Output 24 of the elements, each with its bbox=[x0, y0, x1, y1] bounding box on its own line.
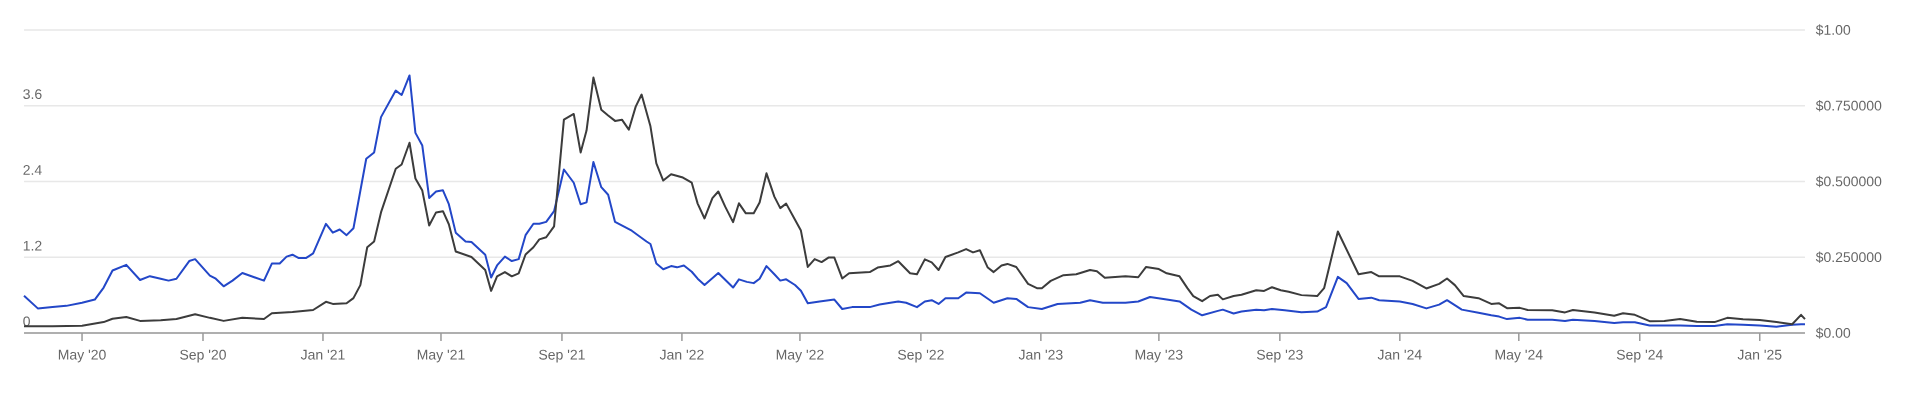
y2-tick-label: $0.00 bbox=[1815, 327, 1851, 339]
x-tick-label: May '24 bbox=[1495, 349, 1543, 363]
y2-tick-label: $0.750000 bbox=[1815, 100, 1882, 112]
y-tick-label: 1.2 bbox=[23, 240, 42, 251]
x-tick-label: Jan '21 bbox=[300, 349, 345, 360]
x-tick-label: Sep '21 bbox=[539, 349, 585, 363]
y-tick-label: 2.4 bbox=[23, 165, 42, 175]
y2-tick-label: $0.250000 bbox=[1815, 251, 1882, 263]
x-tick-label: May '22 bbox=[776, 349, 824, 363]
x-tick-label: May '23 bbox=[1135, 349, 1183, 363]
x-tick-label: Jan '23 bbox=[1018, 349, 1063, 360]
x-tick-label: Jan '25 bbox=[1737, 349, 1782, 360]
y-tick-label: 0 bbox=[23, 316, 30, 327]
x-tick-label: Sep '24 bbox=[1616, 349, 1663, 363]
y2-tick-label: $0.500000 bbox=[1815, 175, 1882, 188]
y-tick-label: 3.6 bbox=[23, 89, 42, 100]
x-tick-label: Sep '22 bbox=[898, 349, 944, 363]
x-tick-label: Jan '22 bbox=[659, 349, 704, 360]
x-tick-label: Sep '23 bbox=[1256, 349, 1303, 363]
x-tick-label: May '21 bbox=[417, 349, 465, 363]
x-tick-label: May '20 bbox=[58, 349, 106, 363]
x-tick-label: Jan '24 bbox=[1377, 349, 1422, 360]
y2-tick-label: $1.00 bbox=[1815, 24, 1851, 36]
x-tick-label: Sep '20 bbox=[180, 349, 226, 363]
